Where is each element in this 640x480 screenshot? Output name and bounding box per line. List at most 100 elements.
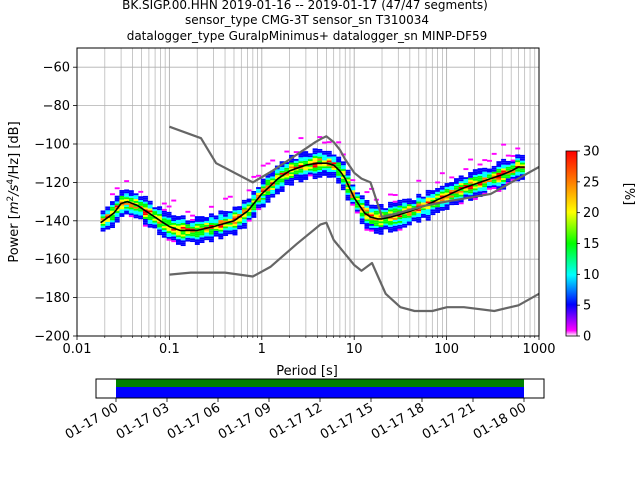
heatmap-cell xyxy=(284,183,290,186)
heatmap-cell xyxy=(218,221,224,224)
heatmap-cell xyxy=(388,222,393,225)
heatmap-cell xyxy=(298,172,304,175)
heatmap-cell xyxy=(232,208,238,211)
y-tick-label: −160 xyxy=(34,253,70,268)
heatmap-cell xyxy=(128,207,134,210)
heatmap-cell xyxy=(364,228,370,231)
heatmap-cell xyxy=(449,182,455,185)
heatmap-cell xyxy=(373,222,379,225)
heatmap-cell xyxy=(402,202,408,205)
heatmap-cell xyxy=(345,192,351,195)
heatmap-cell xyxy=(138,217,144,220)
heatmap-cell xyxy=(166,223,172,226)
heatmap-cell xyxy=(373,218,379,221)
heatmap-cell xyxy=(322,172,328,174)
heatmap-cell xyxy=(373,206,379,209)
heatmap-cell xyxy=(293,164,299,167)
heatmap-cell xyxy=(124,193,130,196)
heatmap-cell xyxy=(298,157,304,160)
heatmap-cell xyxy=(505,168,511,171)
heatmap-cell xyxy=(218,214,224,217)
heatmap-cell xyxy=(482,171,488,174)
heatmap-cell xyxy=(241,215,247,218)
heatmap-cell xyxy=(199,218,205,220)
heatmap-cell xyxy=(251,210,257,213)
heatmap-cell xyxy=(157,215,163,218)
heatmap-cell xyxy=(110,214,115,217)
x-tick-label: 100 xyxy=(434,342,459,357)
time-tick-label: 01-17 21 xyxy=(420,400,478,442)
heatmap-cell xyxy=(383,212,389,214)
heatmap-cell xyxy=(416,179,422,182)
heatmap-cell xyxy=(161,226,167,229)
time-tick-label: 01-17 06 xyxy=(165,400,223,442)
heatmap-cell xyxy=(449,203,455,206)
heatmap-cell xyxy=(486,183,492,186)
heatmap-cell xyxy=(175,239,181,242)
heatmap-cell xyxy=(345,175,351,178)
heatmap-cell xyxy=(463,188,469,191)
heatmap-cell xyxy=(157,221,163,224)
heatmap-cell xyxy=(161,216,167,219)
heatmap-cell xyxy=(364,217,370,220)
heatmap-cell xyxy=(128,194,134,196)
heatmap-cell xyxy=(373,229,379,232)
series-line-noise-model-high xyxy=(169,125,539,219)
heatmap-cell xyxy=(307,170,313,173)
heatmap-cell xyxy=(190,228,196,231)
heatmap-cell xyxy=(147,218,153,220)
heatmap-cell xyxy=(171,222,177,225)
heatmap-cell xyxy=(293,162,299,165)
heatmap-cell xyxy=(307,160,313,163)
heatmap-cell xyxy=(161,214,167,217)
heatmap-cell xyxy=(515,164,521,166)
heatmap-cell xyxy=(468,189,474,192)
heatmap-cell xyxy=(472,190,478,193)
heatmap-cell xyxy=(246,206,252,209)
heatmap-cell xyxy=(515,179,521,182)
heatmap-cell xyxy=(336,164,342,167)
heatmap-cell xyxy=(322,160,328,163)
heatmap-cell xyxy=(133,216,139,219)
heatmap-cell xyxy=(114,201,120,204)
heatmap-cell xyxy=(411,215,417,218)
heatmap-cell xyxy=(425,199,431,202)
heatmap-cell xyxy=(496,168,502,171)
heatmap-cell xyxy=(501,183,507,186)
heatmap-cell xyxy=(439,189,445,192)
heatmap-cell xyxy=(468,193,474,196)
heatmap-cell xyxy=(218,229,224,232)
heatmap-cell xyxy=(350,197,356,200)
heatmap-cell xyxy=(402,218,408,220)
heatmap-cell xyxy=(138,200,144,202)
x-tick-label: 1 xyxy=(258,342,266,357)
heatmap-cell xyxy=(251,206,257,209)
heatmap-cell xyxy=(435,207,441,210)
heatmap-cell xyxy=(227,195,233,198)
y-tick-label: −80 xyxy=(43,99,70,114)
heatmap-cell xyxy=(519,154,525,157)
heatmap-cell xyxy=(119,190,125,192)
heatmap-cell xyxy=(322,158,328,161)
heatmap-cell xyxy=(246,198,252,201)
heatmap-cell xyxy=(190,238,196,241)
heatmap-cell xyxy=(501,164,507,167)
heatmap-cell xyxy=(435,188,441,190)
heatmap-cell xyxy=(439,195,445,198)
heatmap-cell xyxy=(171,238,177,241)
heatmap-cell xyxy=(425,197,431,200)
heatmap-cell xyxy=(505,154,511,157)
heatmap-cell xyxy=(421,202,426,205)
heatmap-cell xyxy=(392,208,398,211)
heatmap-cell xyxy=(312,167,318,170)
heatmap-cell xyxy=(190,234,196,237)
heatmap-cell xyxy=(265,189,271,192)
heatmap-cell xyxy=(105,206,111,209)
heatmap-cell xyxy=(369,212,375,215)
heatmap-cell xyxy=(444,198,450,201)
heatmap-cell xyxy=(133,214,139,217)
heatmap-cell xyxy=(519,162,525,165)
heatmap-cell xyxy=(350,184,356,187)
heatmap-cell xyxy=(204,220,210,223)
x-tick-label: 0.01 xyxy=(63,342,92,357)
